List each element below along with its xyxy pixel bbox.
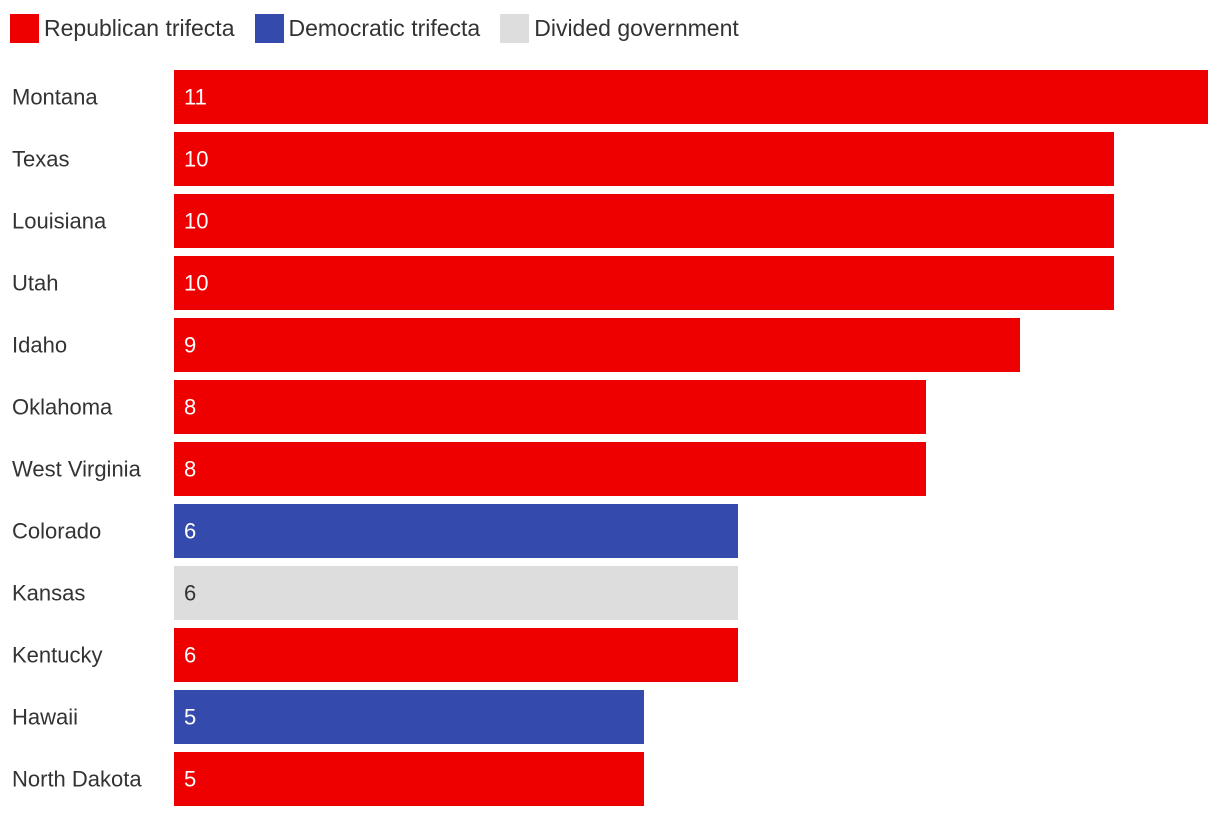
value-label-oklahoma: 8 [184,395,196,420]
value-label-idaho: 9 [184,333,196,358]
bar-idaho [174,318,1020,372]
value-label-hawaii: 5 [184,705,196,730]
legend-item-democratic: Democratic trifecta [254,13,481,43]
value-label-north-dakota: 5 [184,767,196,792]
value-label-west-virginia: 8 [184,457,196,482]
chart-legend: Republican trifecta Democratic trifecta … [10,13,759,43]
bar-louisiana [174,194,1114,248]
category-label-louisiana: Louisiana [12,209,107,234]
value-label-louisiana: 10 [184,209,208,234]
category-label-oklahoma: Oklahoma [12,395,113,420]
legend-label-democratic: Democratic trifecta [288,14,481,41]
value-label-utah: 10 [184,271,208,296]
category-label-colorado: Colorado [12,519,101,544]
value-label-kentucky: 6 [184,643,196,668]
legend-item-republican: Republican trifecta [10,13,235,43]
category-label-montana: Montana [12,85,98,110]
bar-montana [174,70,1208,124]
bar-texas [174,132,1114,186]
bar-colorado [174,504,738,558]
legend-label-divided: Divided government [534,14,739,41]
legend-swatch-divided [500,13,530,43]
bar-north-dakota [174,752,644,806]
value-label-montana: 11 [184,85,207,110]
category-label-utah: Utah [12,271,58,296]
value-label-texas: 10 [184,147,208,172]
value-label-colorado: 6 [184,519,196,544]
bar-hawaii [174,690,644,744]
legend-label-republican: Republican trifecta [44,14,235,41]
bar-kansas [174,566,738,620]
category-label-kansas: Kansas [12,581,85,606]
bar-west-virginia [174,442,926,496]
category-label-texas: Texas [12,147,69,172]
bar-utah [174,256,1114,310]
category-label-north-dakota: North Dakota [12,767,142,792]
category-label-west-virginia: West Virginia [12,457,142,482]
bar-oklahoma [174,380,926,434]
value-label-kansas: 6 [184,581,196,606]
category-label-kentucky: Kentucky [12,643,103,668]
legend-swatch-democratic [254,13,284,43]
legend-item-divided: Divided government [500,13,739,43]
legend-swatch-republican [10,13,39,43]
category-label-hawaii: Hawaii [12,705,78,730]
bar-kentucky [174,628,738,682]
category-label-idaho: Idaho [12,333,67,358]
